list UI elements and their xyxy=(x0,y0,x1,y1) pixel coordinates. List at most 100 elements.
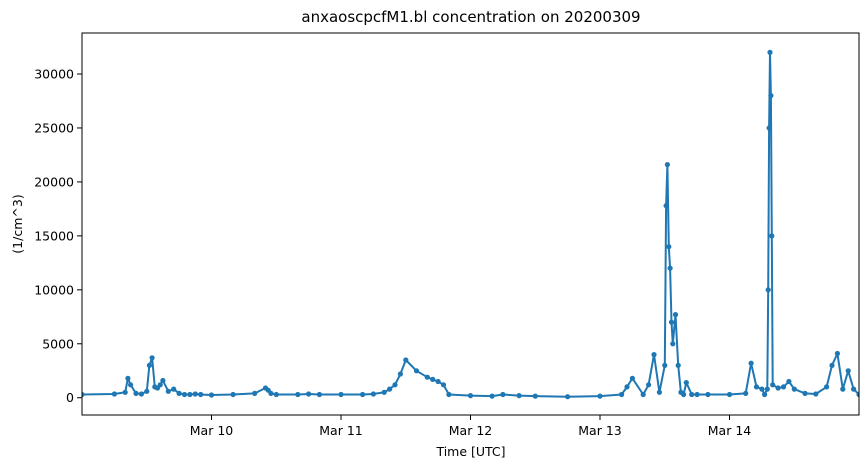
data-point xyxy=(467,393,474,399)
data-point xyxy=(769,233,775,239)
data-point xyxy=(829,362,835,368)
data-point xyxy=(500,391,506,398)
data-point xyxy=(489,393,495,399)
data-point xyxy=(765,287,771,293)
data-point xyxy=(743,390,749,396)
data-point xyxy=(668,319,675,325)
y-tick-label: 5000 xyxy=(42,336,74,351)
data-point xyxy=(664,162,671,168)
data-point xyxy=(681,391,687,398)
data-point xyxy=(775,385,781,391)
x-tick-label: Mar 13 xyxy=(578,423,621,438)
data-point xyxy=(670,341,676,347)
data-point xyxy=(694,391,700,398)
data-point xyxy=(753,384,760,390)
series-line xyxy=(82,51,859,398)
data-point xyxy=(149,355,155,361)
data-point xyxy=(726,391,733,398)
data-point xyxy=(440,382,447,388)
data-point xyxy=(597,393,603,399)
data-point xyxy=(705,391,711,398)
data-point xyxy=(666,244,672,250)
data-point xyxy=(192,391,198,397)
x-tick-label: Mar 10 xyxy=(190,423,234,438)
data-point xyxy=(338,391,344,398)
data-point xyxy=(413,368,420,374)
data-point xyxy=(181,391,188,398)
data-point xyxy=(675,362,681,368)
data-point xyxy=(360,391,366,398)
data-point xyxy=(165,388,171,394)
data-point xyxy=(138,391,144,397)
data-point xyxy=(813,391,819,397)
x-axis: Mar 10 Mar 11 Mar 12 Mar 13 Mar 14 xyxy=(190,415,752,438)
data-point xyxy=(176,390,182,396)
data-point xyxy=(786,378,792,385)
data-point xyxy=(397,371,403,377)
data-point xyxy=(845,368,851,374)
data-point xyxy=(122,389,128,395)
data-point xyxy=(198,391,204,398)
data-point xyxy=(840,386,846,392)
data-point xyxy=(144,388,150,394)
data-point xyxy=(780,384,787,390)
data-point xyxy=(516,393,522,399)
y-tick-label: 25000 xyxy=(34,120,74,135)
x-tick-label: Mar 14 xyxy=(708,423,752,438)
data-point xyxy=(157,382,163,388)
data-point xyxy=(230,391,236,398)
data-point xyxy=(435,378,441,385)
x-axis-label: Time [UTC] xyxy=(435,444,505,459)
data-point xyxy=(252,390,258,396)
data-point xyxy=(824,384,830,390)
data-point xyxy=(646,382,652,388)
data-point xyxy=(430,376,436,382)
y-tick-label: 10000 xyxy=(34,282,74,297)
data-point xyxy=(125,375,131,381)
data-point xyxy=(802,390,808,396)
data-point xyxy=(424,374,430,380)
data-point xyxy=(672,312,679,318)
data-point xyxy=(111,391,117,397)
data-point xyxy=(128,382,134,388)
plot-area-frame xyxy=(81,32,860,416)
y-tick-label: 30000 xyxy=(34,67,74,82)
data-point xyxy=(403,357,409,363)
data-point xyxy=(856,391,859,398)
data-point xyxy=(171,386,177,392)
y-axis: 0 5000 10000 15000 20000 25000 30000 xyxy=(34,67,82,405)
data-point xyxy=(392,382,398,388)
data-point xyxy=(532,393,538,399)
data-point xyxy=(316,391,322,398)
y-tick-label: 20000 xyxy=(34,174,74,189)
data-point xyxy=(306,391,312,397)
data-point xyxy=(565,394,571,400)
data-point xyxy=(446,391,452,398)
x-tick-label: Mar 11 xyxy=(319,423,362,438)
y-tick-label: 15000 xyxy=(34,228,74,243)
data-point xyxy=(768,93,774,99)
data-point xyxy=(640,391,646,398)
y-tick-label: 0 xyxy=(66,390,74,405)
data-point xyxy=(759,386,765,392)
data-point xyxy=(667,265,673,271)
data-point xyxy=(651,352,657,358)
data-point xyxy=(208,392,215,398)
data-point xyxy=(187,391,193,398)
data-point xyxy=(133,390,139,396)
x-tick-label: Mar 12 xyxy=(449,423,492,438)
data-point xyxy=(770,382,776,388)
data-point xyxy=(273,391,279,398)
data-point xyxy=(791,386,797,392)
data-point xyxy=(629,375,636,381)
data-point xyxy=(851,386,857,392)
data-point xyxy=(748,360,754,366)
data-point xyxy=(663,203,669,209)
data-point xyxy=(268,390,274,396)
data-point xyxy=(370,391,376,397)
data-point xyxy=(767,49,773,56)
data-point xyxy=(146,362,152,368)
data-point xyxy=(683,380,689,386)
data-point xyxy=(381,389,387,395)
